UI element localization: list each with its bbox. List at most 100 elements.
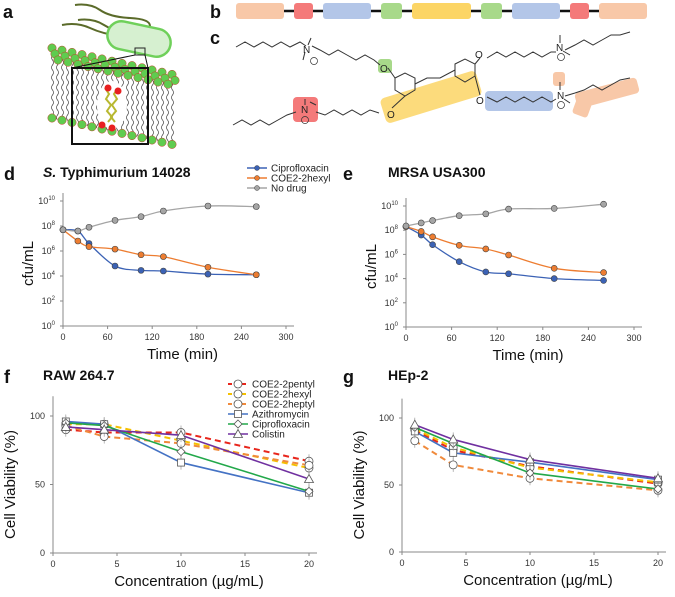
series-ciprofloxacin <box>410 420 663 497</box>
data-point <box>550 265 558 272</box>
legend-marker <box>234 410 242 418</box>
series-no-drug <box>402 200 607 230</box>
series-line <box>414 426 659 490</box>
y-axis-label: cfu/mL <box>20 241 37 286</box>
y-tick-label: 104 <box>385 274 399 284</box>
lipid-head <box>137 133 147 143</box>
chart-g: 0 5 10 15 20 0 50 100 Concentration (µg/mL) Cell … <box>351 398 666 589</box>
x-tick-label: 120 <box>145 332 160 342</box>
panel-letter-d: d <box>4 164 15 184</box>
highlight-methyl <box>553 72 565 86</box>
data-point <box>85 243 93 250</box>
hexyl-chain <box>564 31 631 51</box>
data-point <box>600 200 607 208</box>
x-tick-label: 60 <box>103 332 113 342</box>
data-point <box>448 434 459 444</box>
legend-label: Azithromycin <box>252 410 309 421</box>
block-ammonium <box>570 3 589 19</box>
chart-e: 0 60 120 180 240 300 100 102 104 106 108 1010 Time (… <box>363 198 642 364</box>
series-line <box>65 424 310 467</box>
data-point <box>111 245 119 253</box>
block-ammonium <box>294 3 313 19</box>
lipid-head <box>133 73 143 83</box>
x-tick-label: 300 <box>626 333 641 343</box>
highlight-methyl2 <box>572 98 592 118</box>
data-point <box>85 223 93 231</box>
methyl <box>563 98 571 104</box>
x-axis-label: Time (min) <box>147 346 218 363</box>
lipid-head <box>47 113 57 123</box>
linker-chain <box>315 109 380 116</box>
methyl <box>302 51 306 61</box>
y-tick-label: 1010 <box>381 201 398 211</box>
x-axis-label: Concentration (µg/mL) <box>463 572 613 589</box>
benzene-ring <box>394 72 416 97</box>
data-point <box>160 253 167 260</box>
data-point <box>304 486 314 496</box>
x-tick-label: 240 <box>234 332 249 342</box>
series-azithromycin <box>410 424 662 487</box>
data-point <box>429 241 436 249</box>
chart-f: 0 5 10 15 20 0 50 100 Concentration (µg/mL) Cell … <box>2 380 317 590</box>
charge-head <box>114 87 122 95</box>
x-tick-label: 20 <box>653 558 663 568</box>
data-point <box>417 228 425 235</box>
bond <box>391 95 406 109</box>
series-coe2-2hexyl <box>402 223 607 276</box>
x-tick-label: 0 <box>60 332 65 342</box>
panel-title-g: HEp-2 <box>388 367 429 383</box>
y-tick-label: 108 <box>42 221 56 231</box>
panel-title-e: MRSA USA300 <box>388 164 486 180</box>
data-point <box>505 251 512 259</box>
block-ether <box>381 3 402 19</box>
data-point <box>111 217 119 224</box>
series-colistin <box>60 419 315 487</box>
y-axis-label: Cell Viability (%) <box>2 430 19 539</box>
x-tick-label: 10 <box>525 558 535 568</box>
data-point <box>204 202 212 210</box>
bond <box>474 75 481 96</box>
zoom-box-small <box>134 47 146 56</box>
highlight-tail <box>574 77 640 109</box>
legend-marker <box>233 419 243 429</box>
x-tick-label: 240 <box>581 333 596 343</box>
hexyl-chain <box>564 77 631 97</box>
legend-label: No drug <box>271 184 307 195</box>
data-point <box>74 227 82 235</box>
data-point <box>653 484 663 494</box>
series-line <box>65 428 310 463</box>
nitrogen-atom: N <box>303 45 310 56</box>
data-point <box>252 271 260 279</box>
legend-label: COE2-2hexyl <box>271 174 330 185</box>
data-point <box>175 429 187 440</box>
data-point <box>177 458 185 467</box>
inset-box <box>71 67 149 145</box>
y-tick-label: 100 <box>379 413 394 423</box>
series-coe2-2hexyl <box>59 226 260 279</box>
panel-letter-f: f <box>4 367 10 387</box>
data-point <box>600 277 607 284</box>
linker-chain <box>311 45 381 66</box>
hexyl-chain <box>235 41 307 48</box>
data-point <box>204 270 212 278</box>
y-tick-label: 50 <box>384 480 394 490</box>
panel-letter-a: a <box>3 2 14 22</box>
data-point <box>60 421 71 431</box>
series-line <box>405 203 604 227</box>
y-tick-label: 100 <box>42 321 56 331</box>
legend-label: COE2-2pentyl <box>252 380 315 391</box>
lipid-head <box>127 131 137 141</box>
y-axis-label: Cell Viability (%) <box>351 431 368 540</box>
y-tick-label: 102 <box>385 298 399 308</box>
bond <box>387 67 396 79</box>
data-point <box>455 212 463 219</box>
legend-marker <box>233 389 243 399</box>
series-line <box>405 225 604 274</box>
title-italic: S. <box>43 164 57 180</box>
data-point <box>455 258 463 265</box>
data-point <box>550 205 558 212</box>
